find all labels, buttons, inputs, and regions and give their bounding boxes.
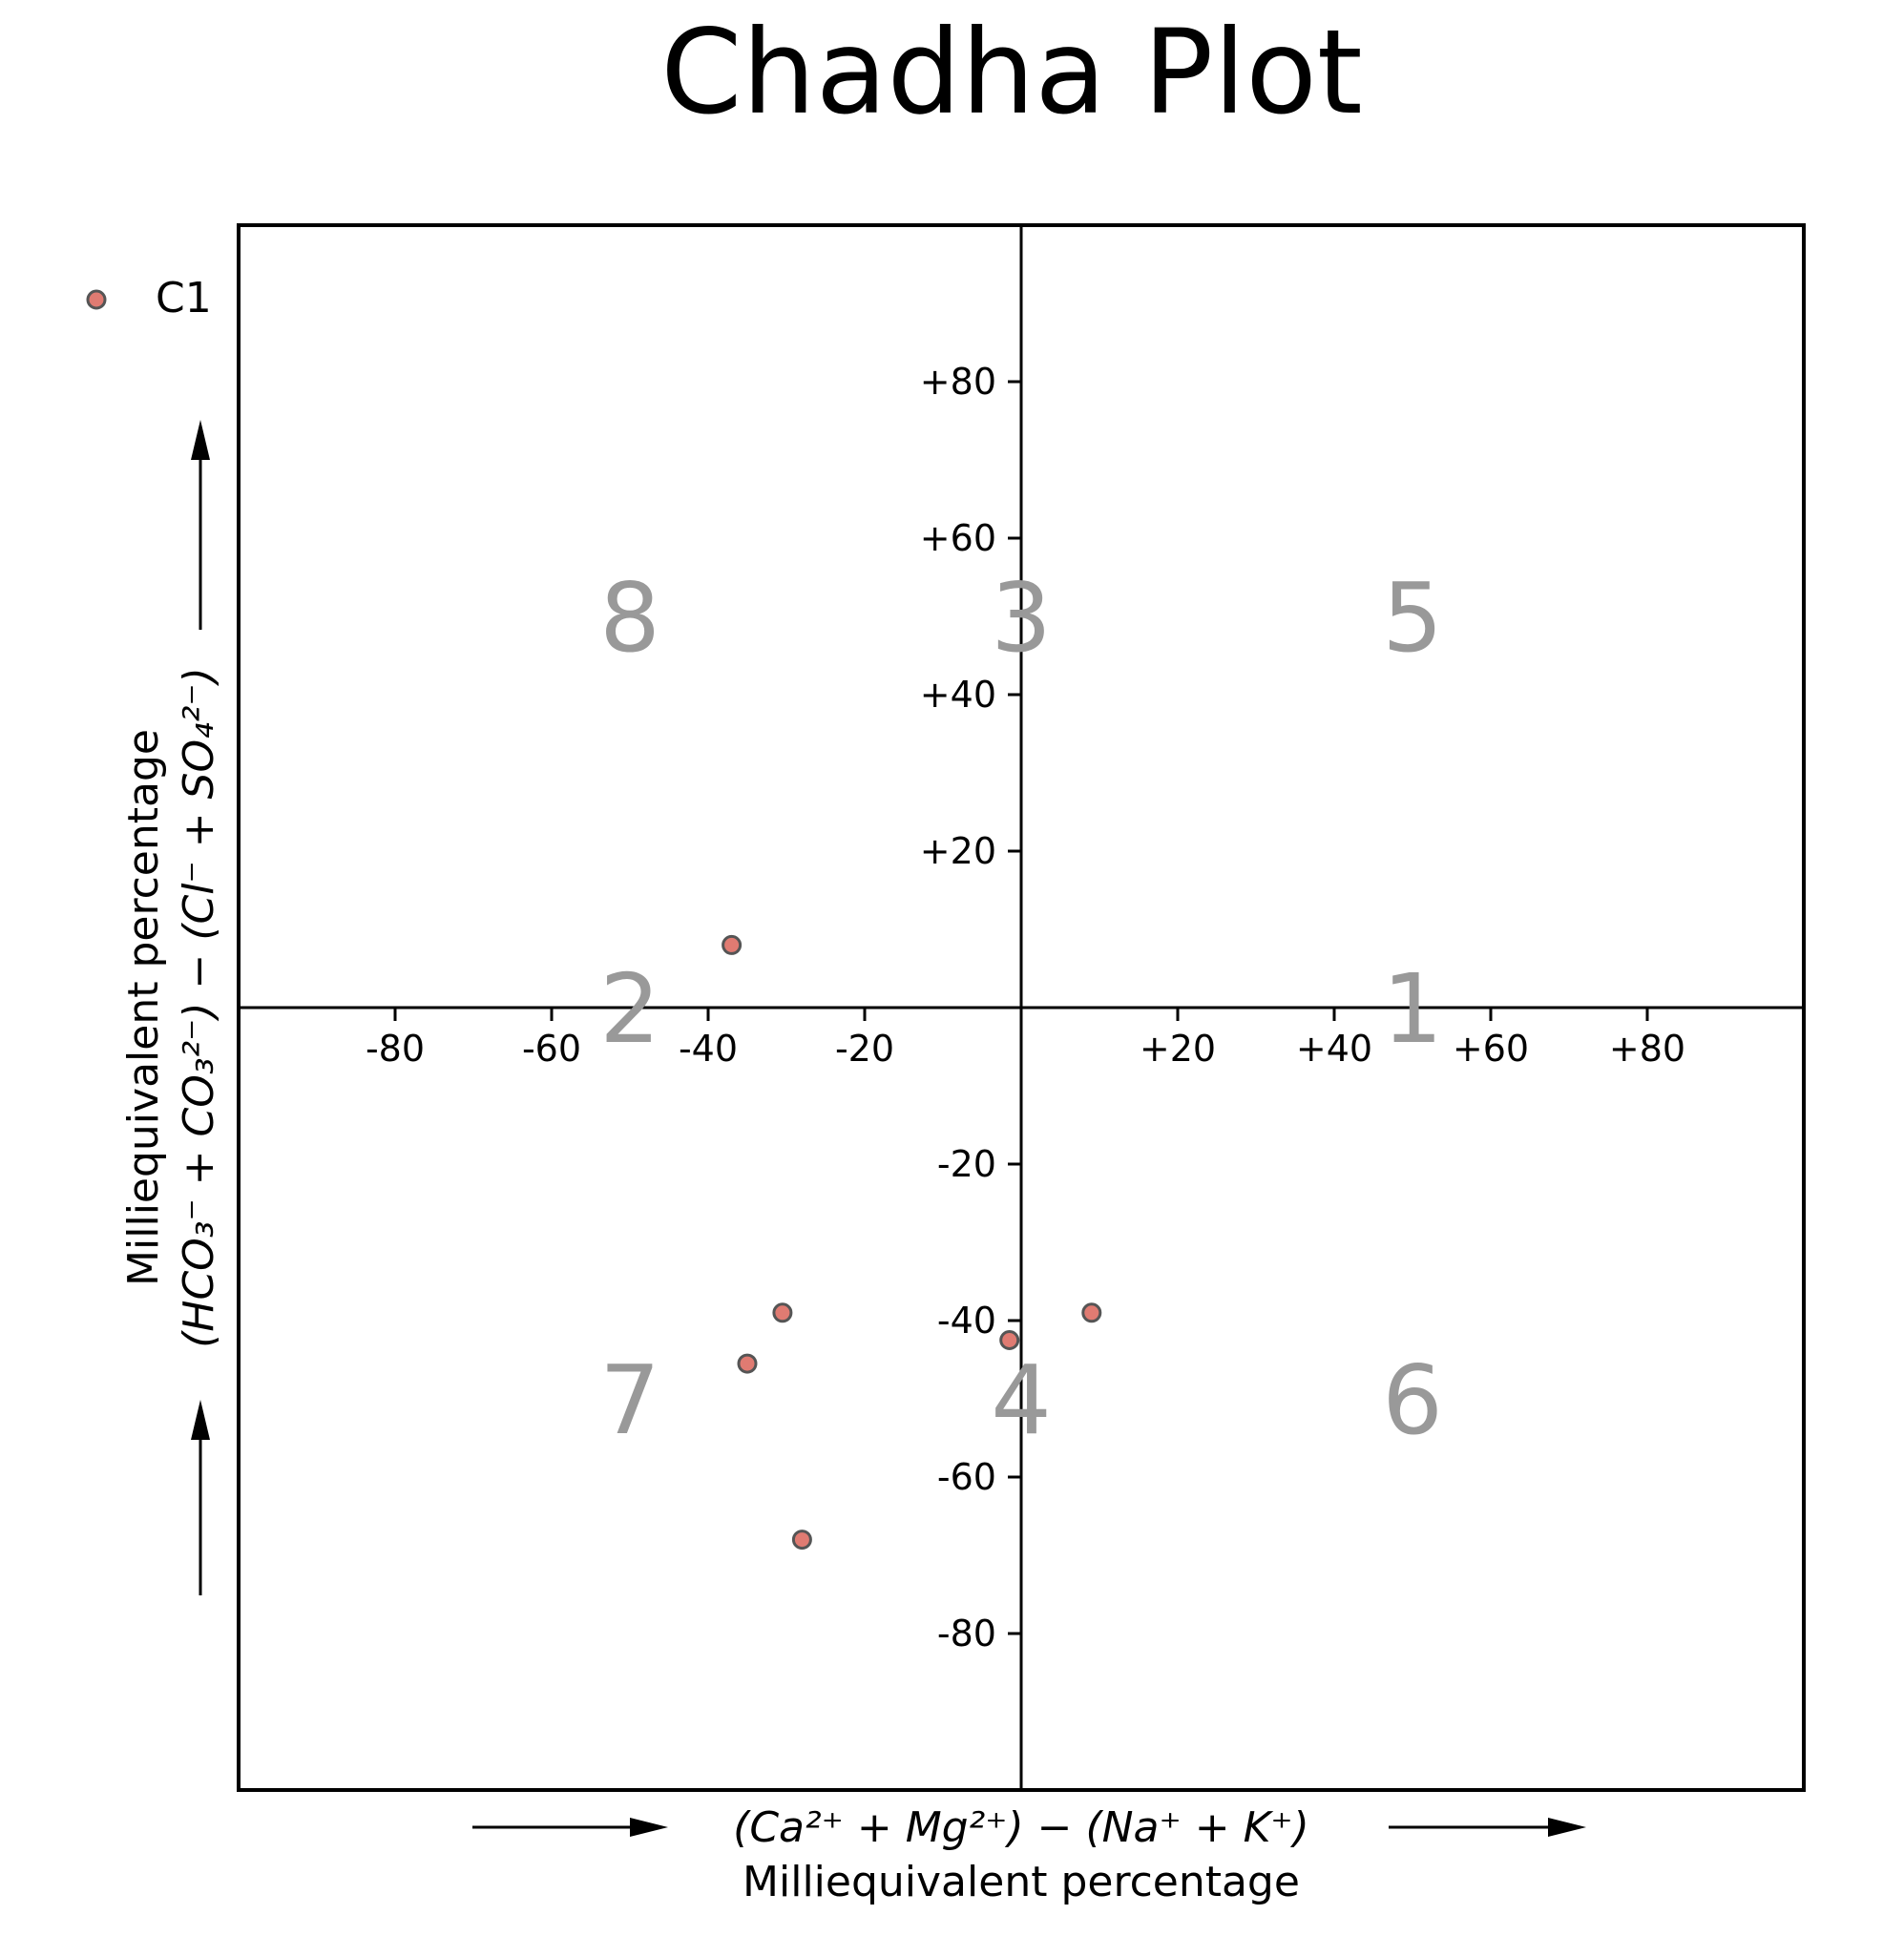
y-tick-label: -80: [937, 1613, 996, 1655]
y-tick-label: -40: [937, 1300, 996, 1342]
data-point: [999, 1330, 1020, 1350]
region-labels: 1 2 3 4 5 6 7 8: [599, 562, 1443, 1456]
region-label-4: 4: [991, 1344, 1052, 1456]
x-tick-label: -40: [679, 1028, 738, 1070]
y-tick-label: -60: [937, 1456, 996, 1498]
y-arrow-bottom-head: [191, 1400, 210, 1440]
region-label-2: 2: [599, 953, 660, 1065]
region-label-3: 3: [991, 562, 1052, 674]
x-tick-label: -20: [835, 1028, 894, 1070]
region-label-7: 7: [599, 1344, 660, 1456]
legend: C1: [86, 274, 212, 323]
data-point: [791, 1530, 812, 1551]
x-tick-label: -80: [366, 1028, 425, 1070]
data-point: [1081, 1302, 1102, 1323]
x-axis-label: Milliequivalent percentage: [743, 1858, 1300, 1906]
region-label-6: 6: [1382, 1344, 1443, 1456]
region-label-8: 8: [599, 562, 660, 674]
data-point: [772, 1302, 793, 1323]
ticks: -80 -60 -40 -20 +20 +40 +60 +80 -80 -60 -40 -20 +20 +…: [366, 361, 1685, 1655]
x-axis-label-group: (Ca²⁺ + Mg²⁺) − (Na⁺ + K⁺) Milliequivale…: [472, 1803, 1586, 1906]
y-axis-formula: (HCO₃⁻ + CO₃²⁻) − (Cl⁻ + SO₄²⁻): [175, 667, 223, 1348]
y-tick-label: +40: [920, 674, 996, 716]
y-arrow-top-head: [191, 420, 210, 460]
data-points: [722, 934, 1102, 1551]
x-tick-label: -60: [522, 1028, 581, 1070]
region-label-1: 1: [1382, 953, 1443, 1065]
x-axis-formula: (Ca²⁺ + Mg²⁺) − (Na⁺ + K⁺): [733, 1803, 1309, 1852]
legend-label: C1: [156, 274, 212, 323]
x-tick-label: +40: [1296, 1028, 1372, 1070]
y-axis-label: Milliequivalent percentage: [119, 729, 168, 1286]
y-tick-label: +60: [920, 517, 996, 559]
y-tick-label: -20: [937, 1143, 996, 1185]
x-tick-label: +60: [1453, 1028, 1529, 1070]
data-point: [737, 1353, 758, 1374]
y-tick-label: +20: [920, 830, 996, 872]
data-point: [722, 934, 743, 955]
legend-marker: [86, 289, 107, 310]
region-label-5: 5: [1382, 562, 1443, 674]
x-tick-label: +80: [1609, 1028, 1685, 1070]
y-axis-label-group: Milliequivalent percentage (HCO₃⁻ + CO₃²…: [119, 420, 223, 1595]
x-tick-label: +20: [1140, 1028, 1216, 1070]
x-arrow-right-head: [1548, 1818, 1586, 1837]
y-tick-label: +80: [920, 361, 996, 403]
x-arrow-left-head: [630, 1818, 668, 1837]
chart-title: Chadha Plot: [660, 5, 1363, 140]
